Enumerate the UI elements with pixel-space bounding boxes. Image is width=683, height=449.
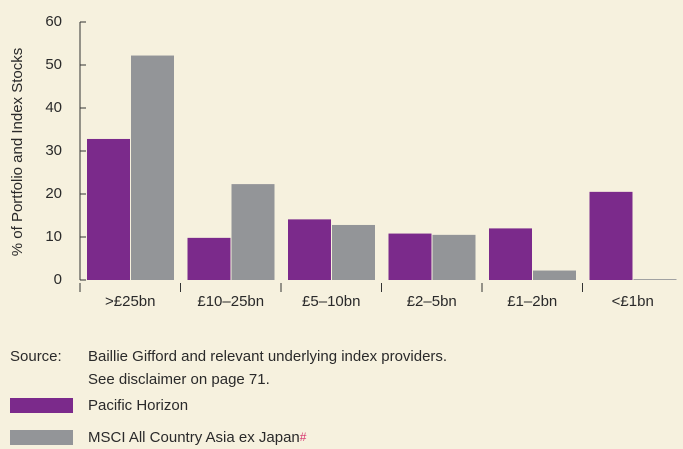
x-tick-label: £1–2bn	[507, 293, 557, 310]
bar	[332, 224, 375, 280]
x-tick-label: £2–5bn	[407, 293, 457, 310]
source-text: Baillie Gifford and relevant underlying …	[88, 348, 447, 365]
bar	[131, 55, 174, 280]
source-text: See disclaimer on page 71.	[88, 371, 270, 388]
bar	[489, 228, 532, 280]
bar	[589, 191, 633, 280]
y-axis-label: % of Portfolio and Index Stocks	[9, 48, 26, 256]
legend-swatch	[10, 430, 73, 445]
x-tick-label: £5–10bn	[302, 293, 360, 310]
bar	[87, 138, 130, 280]
bar	[432, 234, 476, 280]
legend-label: MSCI All Country Asia ex Japan#	[88, 429, 307, 446]
legend-name: Pacific Horizon	[88, 397, 188, 414]
bar	[187, 237, 231, 280]
y-tick-label: 10	[45, 228, 62, 245]
legend-label: Pacific Horizon	[88, 397, 188, 414]
legend-name: MSCI All Country Asia ex Japan	[88, 429, 300, 446]
y-tick-label: 40	[45, 99, 62, 116]
x-tick-label: £10–25bn	[197, 293, 264, 310]
bar	[288, 219, 331, 280]
bar	[231, 184, 275, 280]
y-tick-label: 0	[54, 271, 62, 288]
y-tick-label: 20	[45, 185, 62, 202]
y-tick-label: 50	[45, 56, 62, 73]
x-tick-label: <£1bn	[612, 293, 654, 310]
bar	[633, 279, 677, 280]
legend-swatch	[10, 398, 73, 413]
y-tick-label: 30	[45, 142, 62, 159]
source-label: Source:	[10, 348, 62, 365]
bar	[533, 270, 576, 280]
x-tick-label: >£25bn	[105, 293, 155, 310]
legend-footnote-mark: #	[300, 430, 307, 444]
y-tick-label: 60	[45, 13, 62, 30]
bar	[388, 233, 432, 280]
